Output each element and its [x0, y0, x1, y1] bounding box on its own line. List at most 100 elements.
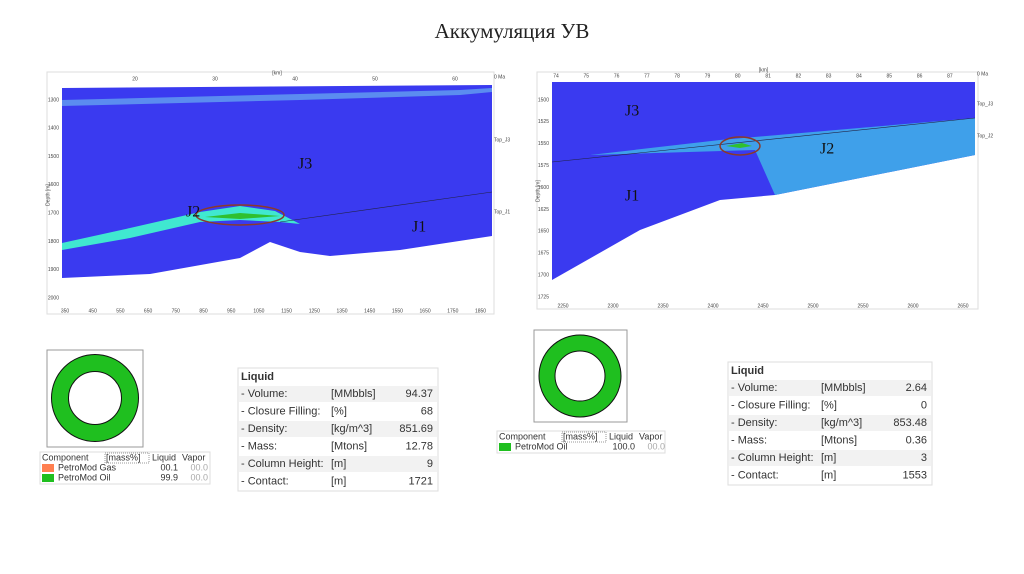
bottom-tick-label: 2600: [907, 303, 918, 309]
row-bg: [729, 432, 931, 449]
unit-label: J1: [412, 219, 426, 236]
depth-tick-label: 1500: [538, 97, 549, 103]
row-value: 851.69: [399, 423, 433, 435]
top-tick-label: 40: [292, 76, 298, 82]
bottom-tick-label: 350: [61, 308, 70, 314]
oil-accumulation: [205, 213, 280, 219]
top-tick-label: 74: [553, 73, 559, 79]
bottom-tick-label: 1250: [309, 308, 320, 314]
trap-outline: [719, 136, 761, 156]
row-unit: [Mtons]: [821, 434, 857, 446]
depth-tick-label: 1625: [538, 207, 549, 213]
top-tick-label: 60: [452, 76, 458, 82]
depth-tick-label: 1700: [48, 211, 59, 217]
row-bg: [239, 473, 437, 490]
row-label: - Closure Filling:: [241, 405, 320, 417]
row-unit: [Mtons]: [331, 440, 367, 452]
depth-tick-label: 1675: [538, 251, 549, 257]
bottom-tick-label: 1350: [336, 308, 347, 314]
liquid-title: Liquid: [241, 371, 274, 383]
bottom-tick-label: 2450: [757, 303, 768, 309]
donut-left: [46, 349, 144, 448]
row-unit: [%]: [821, 399, 837, 411]
top-tick-label: 85: [887, 73, 893, 79]
row-bg: [239, 386, 437, 402]
donut-ring: [52, 355, 138, 441]
unit-label: J3: [298, 156, 312, 173]
section-left: [46, 71, 495, 315]
corner-label: 0 Ma: [494, 74, 505, 80]
row-bg: [729, 380, 931, 396]
component-liquid: 100.0: [612, 441, 635, 451]
component-name: PetroMod Oil: [58, 472, 111, 482]
top-tick-label: 79: [705, 73, 711, 79]
bottom-tick-label: 1650: [420, 308, 431, 314]
horizon-label: Top_J3: [494, 137, 510, 143]
depth-tick-label: 1650: [538, 229, 549, 235]
row-unit: [m]: [331, 475, 346, 487]
depth-axis-label: Depth [m]: [45, 184, 51, 206]
bottom-tick-label: 2650: [957, 303, 968, 309]
top-tick-label: 50: [372, 76, 378, 82]
row-value: 2.64: [906, 382, 927, 394]
row-bg: [729, 415, 931, 431]
depth-tick-label: 1600: [48, 182, 59, 188]
row-value: 3: [921, 452, 927, 464]
row-label: - Closure Filling:: [731, 399, 810, 411]
row-unit: [kg/m^3]: [331, 423, 372, 435]
depth-tick-label: 1550: [538, 141, 549, 147]
component-header: [mass%]: [563, 431, 598, 441]
row-value: 68: [421, 405, 433, 417]
bottom-tick-label: 2500: [807, 303, 818, 309]
unit-label: J3: [625, 103, 639, 120]
unit-label: J2: [186, 204, 200, 221]
row-unit: [MMbbls]: [331, 388, 376, 400]
bottom-tick-label: 750: [172, 308, 181, 314]
liquid-title: Liquid: [731, 365, 764, 377]
depth-tick-label: 1300: [48, 97, 59, 103]
bottom-tick-label: 1850: [475, 308, 486, 314]
row-unit: [%]: [331, 405, 347, 417]
row-value: 1721: [409, 475, 433, 487]
row-unit: [MMbbls]: [821, 382, 866, 394]
component-header: Liquid: [152, 452, 176, 462]
row-value: 853.48: [893, 417, 927, 429]
top-tick-label: 78: [674, 73, 680, 79]
component-swatch: [499, 443, 511, 451]
depth-tick-label: 1900: [48, 267, 59, 273]
row-label: - Volume:: [241, 388, 287, 400]
bottom-tick-label: 1550: [392, 308, 403, 314]
trap-outline: [195, 204, 285, 226]
row-value: 0.36: [906, 434, 927, 446]
row-bg: [239, 456, 437, 472]
row-value: 94.37: [405, 388, 433, 400]
top-tick-label: 80: [735, 73, 741, 79]
top-tick-label: 84: [856, 73, 862, 79]
row-label: - Volume:: [731, 382, 777, 394]
depth-tick-label: 2000: [48, 295, 59, 301]
horizon-line: [551, 117, 976, 163]
component-header: Vapor: [182, 452, 205, 462]
depth-tick-label: 1575: [538, 163, 549, 169]
row-bg: [729, 397, 931, 414]
row-bg: [239, 403, 437, 420]
bottom-tick-label: 1150: [281, 308, 292, 314]
component-swatch: [42, 474, 54, 482]
header-highlight: [561, 431, 607, 443]
row-label: - Density:: [731, 417, 777, 429]
unit-label: J1: [625, 188, 639, 205]
row-value: 9: [427, 458, 433, 470]
bottom-tick-label: 2400: [707, 303, 718, 309]
component-vapor: 00.0: [190, 462, 208, 472]
component-liquid: 00.1: [160, 462, 178, 472]
row-label: - Contact:: [241, 475, 289, 487]
corner-label: 0 Ma: [977, 71, 988, 77]
component-name: PetroMod Gas: [58, 462, 117, 472]
depth-tick-label: 1700: [538, 273, 549, 279]
horizon-label: Top_J2: [977, 133, 993, 139]
row-unit: [m]: [821, 452, 836, 464]
row-label: - Contact:: [731, 469, 779, 481]
top-tick-label: 81: [765, 73, 771, 79]
depth-tick-label: 1500: [48, 154, 59, 160]
unit-label: J2: [820, 141, 834, 158]
